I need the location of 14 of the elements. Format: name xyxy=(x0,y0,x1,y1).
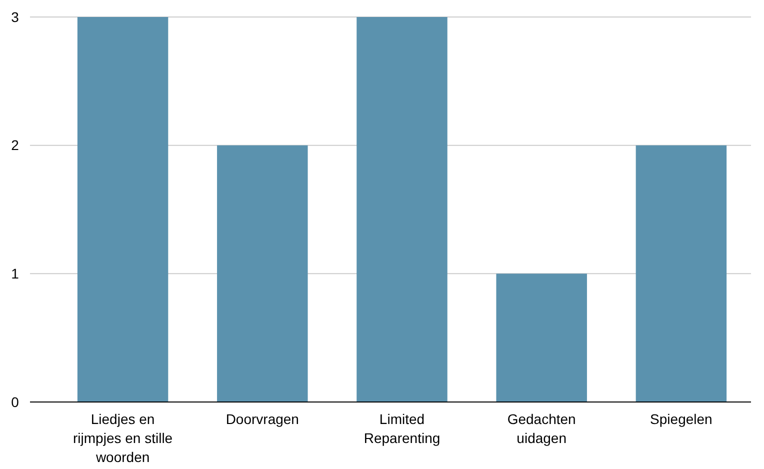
bar xyxy=(356,17,448,402)
x-tick-label: Liedjes en rijmpjes en stille woorden xyxy=(73,411,173,465)
bar xyxy=(496,274,587,402)
x-tick-label: Gedachten uidagen xyxy=(507,411,576,446)
bar xyxy=(217,145,308,402)
y-tick-label: 3 xyxy=(11,8,20,25)
y-tick-label: 1 xyxy=(11,266,20,282)
bar xyxy=(77,17,168,402)
y-tick-label: 2 xyxy=(11,137,20,154)
x-tick-label: Limited Reparenting xyxy=(364,411,440,446)
x-tick-label: Spiegelen xyxy=(650,411,712,427)
bar xyxy=(636,145,727,402)
x-tick-label: Doorvragen xyxy=(226,411,299,427)
y-tick-label: 0 xyxy=(11,394,20,410)
